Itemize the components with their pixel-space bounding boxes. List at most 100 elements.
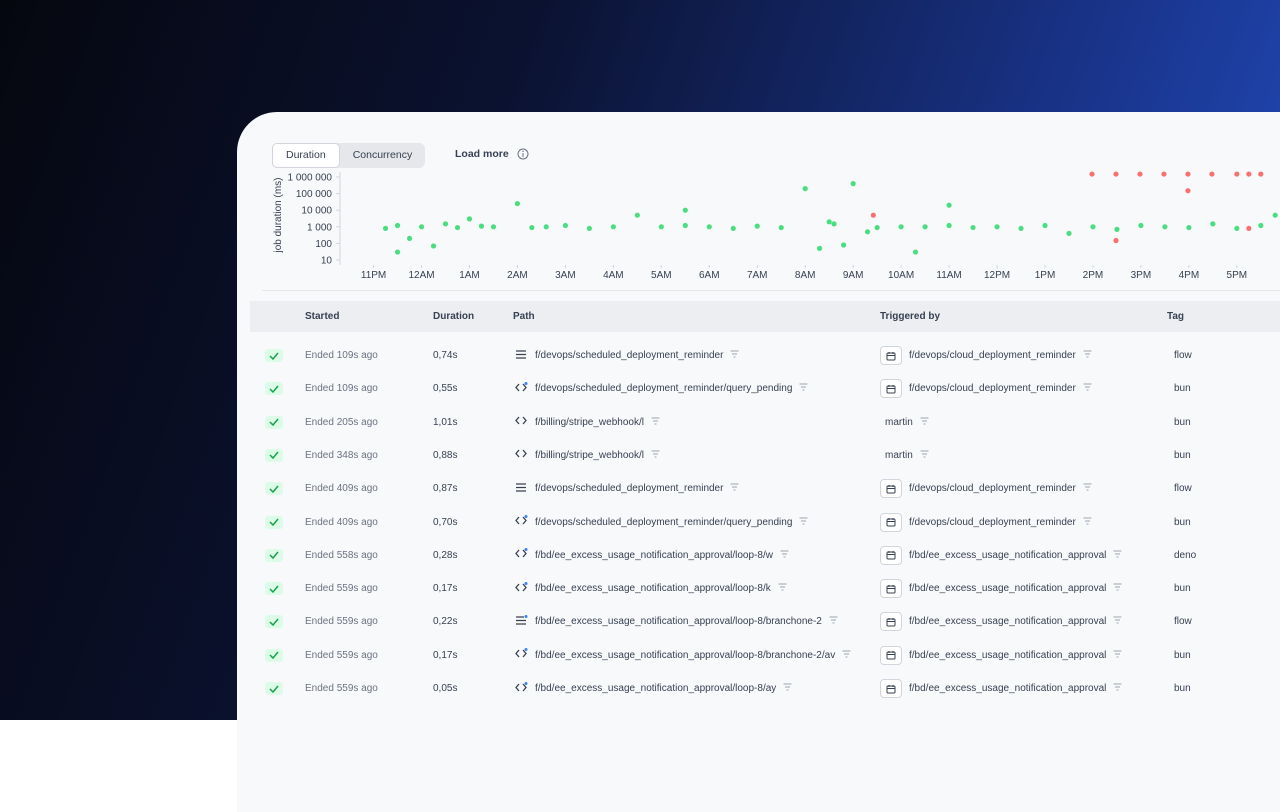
started: Ended 205s ago [305,406,378,439]
point [1066,231,1071,236]
path-cell: f/bd/ee_excess_usage_notification_approv… [515,639,851,672]
filter-icon[interactable] [1113,683,1122,694]
tag: bun [1174,572,1191,605]
filter-icon[interactable] [1113,616,1122,627]
filter-icon[interactable] [1083,350,1092,361]
filter-icon[interactable] [1083,383,1092,394]
path: f/devops/scheduled_deployment_reminder/q… [535,383,792,394]
duration: 0,70s [433,506,457,539]
point [803,186,808,191]
duration: 0,17s [433,639,457,672]
started: Ended 109s ago [305,372,378,405]
load-more-label: Load more [455,148,509,160]
triggered-by: f/bd/ee_excess_usage_notification_approv… [909,616,1106,627]
script-icon [515,415,528,429]
schedule-icon [880,513,902,532]
x-tick-label: 6AM [699,270,720,281]
path: f/bd/ee_excess_usage_notification_approv… [535,616,822,627]
script-icon [515,582,528,596]
filter-icon[interactable] [1113,583,1122,594]
point [1258,223,1263,228]
point [683,223,688,228]
x-tick-label: 1AM [459,270,480,281]
path-cell: f/devops/scheduled_deployment_reminder/q… [515,372,808,405]
trigger-cell: f/bd/ee_excess_usage_notification_approv… [880,672,1122,705]
filter-icon[interactable] [799,383,808,394]
point [1042,223,1047,228]
triggered-by: martin [885,450,913,461]
filter-icon[interactable] [799,517,808,528]
point [563,223,568,228]
point [923,224,928,229]
status [265,672,283,705]
point [383,226,388,231]
point [875,225,880,230]
triggered-by: f/devops/cloud_deployment_reminder [909,483,1076,494]
status [265,639,283,672]
point [1246,226,1251,231]
filter-icon[interactable] [778,583,787,594]
filter-icon[interactable] [1113,650,1122,661]
point [970,225,975,230]
status-icon [265,615,283,628]
x-tick-label: 11PM [361,270,386,281]
filter-icon[interactable] [651,417,660,428]
started: Ended 559s ago [305,605,378,638]
column-header: Path [513,301,535,332]
started: Ended 109s ago [305,339,378,372]
filter-icon[interactable] [730,350,739,361]
x-tick-label: 10AM [888,270,914,281]
filter-icon[interactable] [780,550,789,561]
column-header: Duration [433,301,474,332]
duration: 0,74s [433,339,457,372]
filter-icon[interactable] [920,450,929,461]
trigger-cell: f/devops/cloud_deployment_reminder [880,506,1092,539]
triggered-by: f/devops/cloud_deployment_reminder [909,517,1076,528]
path-cell: f/billing/stripe_webhook/l [515,406,660,439]
filter-icon[interactable] [842,650,851,661]
triggered-by: f/bd/ee_excess_usage_notification_approv… [909,583,1106,594]
point [1185,188,1190,193]
started: Ended 409s ago [305,506,378,539]
duration: 0,28s [433,539,457,572]
filter-icon[interactable] [651,450,660,461]
point [1186,225,1191,230]
tag: bun [1174,439,1191,472]
point [1090,224,1095,229]
point [407,236,412,241]
point [827,219,832,224]
filter-icon[interactable] [783,683,792,694]
script-icon [515,448,528,462]
filter-icon[interactable] [1113,550,1122,561]
filter-icon[interactable] [920,417,929,428]
point [683,208,688,213]
schedule-icon [880,646,902,665]
duration: 0,55s [433,372,457,405]
point [946,223,951,228]
filter-icon[interactable] [829,616,838,627]
load-more[interactable]: Load more [455,148,529,160]
filter-icon[interactable] [1083,483,1092,494]
point [755,224,760,229]
status-icon [265,549,283,562]
point [994,224,999,229]
point [831,221,836,226]
trigger-cell: f/devops/cloud_deployment_reminder [880,472,1092,505]
filter-icon[interactable] [730,483,739,494]
path-cell: f/devops/scheduled_deployment_reminder [515,472,739,505]
tag: flow [1174,472,1192,505]
path: f/billing/stripe_webhook/l [535,417,644,428]
table-row[interactable]: Ended 109s ago 0,55s f/devops/scheduled_de… [250,372,1280,405]
status [265,339,283,372]
filter-icon[interactable] [1083,517,1092,528]
